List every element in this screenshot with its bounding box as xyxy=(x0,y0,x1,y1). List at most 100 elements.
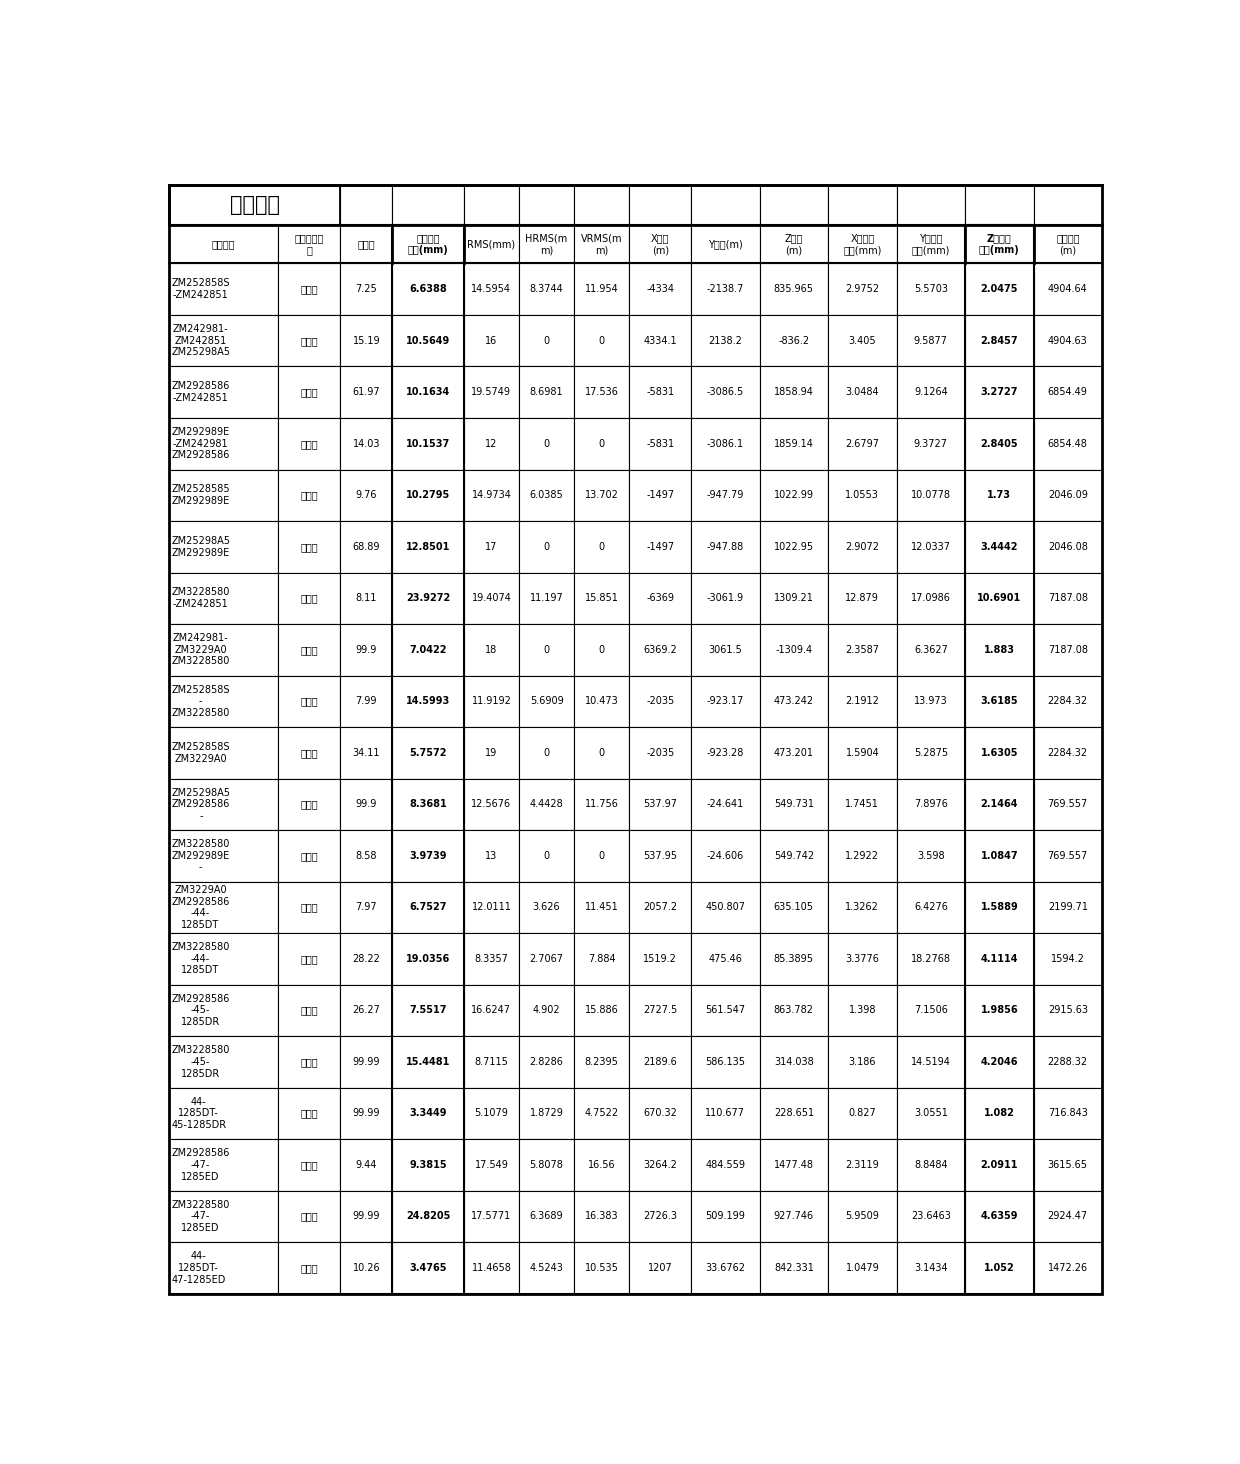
Bar xyxy=(393,830,464,881)
Text: 解算结果: 解算结果 xyxy=(229,195,279,215)
Bar xyxy=(278,572,340,624)
Text: 12.879: 12.879 xyxy=(846,593,879,603)
Text: 23.6463: 23.6463 xyxy=(911,1211,951,1221)
Text: 2726.3: 2726.3 xyxy=(644,1211,677,1221)
Text: 1472.26: 1472.26 xyxy=(1048,1263,1087,1274)
Bar xyxy=(278,1037,340,1088)
Text: 8.3744: 8.3744 xyxy=(529,284,563,294)
Text: 固定解: 固定解 xyxy=(300,902,319,912)
Text: 17.536: 17.536 xyxy=(585,388,619,397)
Text: 3.4442: 3.4442 xyxy=(981,542,1018,552)
Bar xyxy=(828,933,897,985)
Bar xyxy=(828,225,897,264)
Text: 99.99: 99.99 xyxy=(352,1211,381,1221)
Bar xyxy=(691,624,760,675)
Text: 228.651: 228.651 xyxy=(774,1108,813,1118)
Bar xyxy=(520,572,574,624)
Text: 473.201: 473.201 xyxy=(774,748,813,758)
Bar xyxy=(464,315,520,366)
Bar xyxy=(574,184,630,225)
Bar xyxy=(169,572,278,624)
Bar xyxy=(278,675,340,728)
Text: 1519.2: 1519.2 xyxy=(644,955,677,963)
Text: 18: 18 xyxy=(485,644,497,654)
Text: 16.6247: 16.6247 xyxy=(471,1006,511,1016)
Text: 68.89: 68.89 xyxy=(352,542,381,552)
Bar xyxy=(278,1190,340,1243)
Text: ZM242981-
ZM3229A0
ZM3228580: ZM242981- ZM3229A0 ZM3228580 xyxy=(171,634,229,666)
Text: 586.135: 586.135 xyxy=(706,1057,745,1067)
Text: 0: 0 xyxy=(599,748,605,758)
Bar xyxy=(278,1139,340,1190)
Bar xyxy=(965,419,1034,470)
Text: 4904.63: 4904.63 xyxy=(1048,335,1087,346)
Bar xyxy=(828,1243,897,1294)
Text: 769.557: 769.557 xyxy=(1048,851,1087,861)
Bar xyxy=(630,572,691,624)
Text: 固定解: 固定解 xyxy=(300,1108,319,1118)
Bar xyxy=(828,470,897,521)
Bar xyxy=(393,315,464,366)
Text: 12.8501: 12.8501 xyxy=(405,542,450,552)
Text: ZM3228580
-44-
1285DT: ZM3228580 -44- 1285DT xyxy=(171,943,229,975)
Text: 2046.09: 2046.09 xyxy=(1048,490,1087,501)
Bar xyxy=(760,881,828,933)
Bar xyxy=(169,675,278,728)
Bar xyxy=(520,881,574,933)
Bar xyxy=(630,985,691,1037)
Bar xyxy=(897,1139,965,1190)
Bar xyxy=(691,933,760,985)
Text: 537.95: 537.95 xyxy=(644,851,677,861)
Bar xyxy=(520,985,574,1037)
Bar xyxy=(691,1037,760,1088)
Bar xyxy=(760,624,828,675)
Text: 635.105: 635.105 xyxy=(774,902,813,912)
Text: 7.97: 7.97 xyxy=(356,902,377,912)
Bar xyxy=(760,779,828,830)
Bar xyxy=(1034,572,1102,624)
Text: 3.4765: 3.4765 xyxy=(409,1263,446,1274)
Bar xyxy=(760,264,828,315)
Text: ZM2928586
-45-
1285DR: ZM2928586 -45- 1285DR xyxy=(171,994,229,1028)
Text: ZM292989E
-ZM242981
ZM2928586: ZM292989E -ZM242981 ZM2928586 xyxy=(171,427,229,460)
Text: 6.4276: 6.4276 xyxy=(914,902,947,912)
Bar xyxy=(520,1139,574,1190)
Bar xyxy=(965,572,1034,624)
Text: 4.7522: 4.7522 xyxy=(585,1108,619,1118)
Bar xyxy=(965,933,1034,985)
Bar xyxy=(691,830,760,881)
Text: 16.56: 16.56 xyxy=(588,1159,615,1170)
Text: 10.26: 10.26 xyxy=(352,1263,381,1274)
Bar xyxy=(1034,184,1102,225)
Text: -6369: -6369 xyxy=(646,593,675,603)
Bar xyxy=(278,624,340,675)
Bar xyxy=(897,624,965,675)
Text: 23.9272: 23.9272 xyxy=(405,593,450,603)
Bar xyxy=(965,728,1034,779)
Bar xyxy=(340,366,393,419)
Bar xyxy=(520,366,574,419)
Text: 5.5703: 5.5703 xyxy=(914,284,947,294)
Text: 6.3689: 6.3689 xyxy=(529,1211,563,1221)
Bar xyxy=(965,624,1034,675)
Bar xyxy=(464,1037,520,1088)
Text: 5.7572: 5.7572 xyxy=(409,748,446,758)
Text: 1477.48: 1477.48 xyxy=(774,1159,813,1170)
Bar xyxy=(393,225,464,264)
Text: 2.9752: 2.9752 xyxy=(846,284,879,294)
Text: ZM25298A5
ZM292989E: ZM25298A5 ZM292989E xyxy=(171,536,231,558)
Text: 11.197: 11.197 xyxy=(529,593,563,603)
Bar xyxy=(760,315,828,366)
Bar xyxy=(828,881,897,933)
Text: HRMS(m
m): HRMS(m m) xyxy=(526,233,568,255)
Text: 44-
1285DT-
45-1285DR: 44- 1285DT- 45-1285DR xyxy=(171,1097,227,1130)
Text: 314.038: 314.038 xyxy=(774,1057,813,1067)
Text: 19.4074: 19.4074 xyxy=(471,593,511,603)
Bar xyxy=(169,779,278,830)
Bar xyxy=(464,624,520,675)
Bar xyxy=(574,830,630,881)
Bar xyxy=(1034,675,1102,728)
Bar xyxy=(630,264,691,315)
Bar xyxy=(574,521,630,572)
Bar xyxy=(169,728,278,779)
